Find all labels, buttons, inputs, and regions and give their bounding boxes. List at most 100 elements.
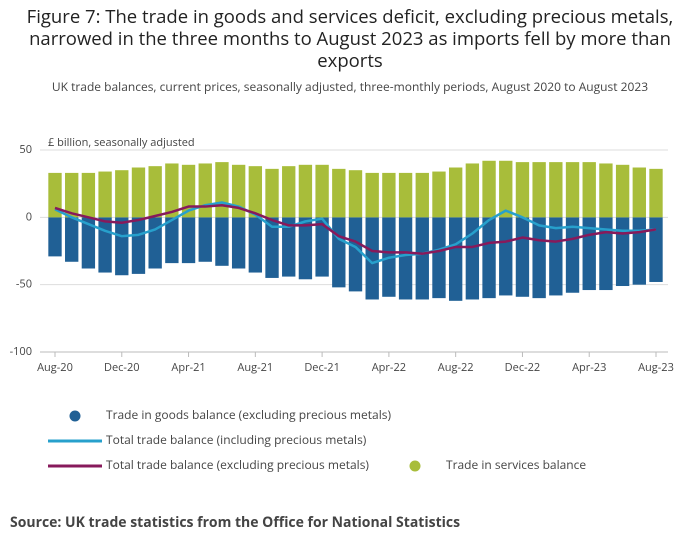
bar [248, 166, 263, 218]
x-tick-label: Aug-21 [237, 360, 273, 375]
bar [482, 160, 496, 218]
bar [231, 164, 246, 218]
bar [499, 217, 513, 296]
bar [165, 217, 179, 264]
y-tick-label: -100 [10, 344, 32, 359]
bar [415, 172, 429, 218]
bar [282, 217, 296, 277]
bar [565, 162, 580, 218]
bar [415, 217, 429, 300]
legend-item: Trade in services balance [409, 456, 586, 473]
bar [282, 166, 296, 218]
bar [165, 163, 179, 218]
bar [332, 168, 346, 218]
x-tick-label: Aug-20 [37, 360, 73, 375]
x-tick-label: Apr-21 [171, 360, 205, 375]
bar [81, 172, 96, 218]
chart-title: Figure 7: The trade in goods and service… [26, 4, 674, 73]
bar [549, 217, 563, 296]
bar [465, 217, 480, 300]
bar [115, 170, 129, 218]
bar [465, 163, 480, 218]
bar [515, 162, 530, 218]
bar [398, 217, 413, 300]
bar [181, 217, 196, 264]
legend-label: Total trade balance (including precious … [106, 431, 367, 448]
bar [348, 170, 363, 218]
legend-item: Total trade balance (including precious … [48, 431, 367, 448]
bar [632, 217, 646, 285]
bar [499, 160, 513, 218]
bar [565, 217, 580, 293]
y-axis-label: £ billion, seasonally adjusted [48, 135, 195, 150]
bar [365, 172, 379, 218]
bar [382, 172, 396, 218]
y-tick-label: -50 [16, 277, 32, 292]
bar [81, 217, 96, 269]
bar [632, 167, 646, 218]
bar [532, 217, 546, 299]
bar [448, 167, 463, 218]
bar [248, 217, 263, 273]
bar [131, 217, 146, 274]
legend-label: Total trade balance (excluding precious … [106, 456, 369, 473]
bar [148, 166, 162, 218]
bar [181, 164, 196, 218]
legend-item: Total trade balance (excluding precious … [48, 456, 369, 473]
bar [432, 171, 446, 218]
bar [448, 217, 463, 301]
legend-label: Trade in goods balance (excluding precio… [106, 406, 391, 423]
bar [298, 164, 313, 218]
x-tick-label: Aug-22 [438, 360, 474, 375]
y-tick-label: 50 [19, 142, 32, 157]
legend-swatch [409, 460, 421, 472]
bar [265, 217, 279, 278]
bar [515, 217, 530, 297]
legend-label: Trade in services balance [446, 456, 586, 473]
bar [315, 164, 329, 218]
x-tick-label: Dec-21 [304, 360, 340, 375]
bar [265, 168, 279, 218]
bar [148, 217, 162, 269]
bar [231, 217, 246, 269]
bar [482, 217, 496, 299]
bar [215, 162, 229, 218]
bar [582, 162, 596, 218]
bar [398, 172, 413, 218]
bar [332, 217, 346, 288]
x-tick-label: Apr-23 [572, 360, 606, 375]
bar [432, 217, 446, 299]
bar [65, 217, 79, 262]
bar [649, 168, 663, 218]
bar [48, 217, 62, 257]
x-tick-label: Dec-20 [104, 360, 140, 375]
x-tick-label: Apr-22 [372, 360, 406, 375]
legend-swatch [69, 410, 81, 422]
bar [215, 217, 229, 266]
line [54, 201, 657, 265]
bar [532, 162, 546, 218]
bar [365, 217, 379, 300]
bar [198, 163, 212, 218]
bar [298, 217, 313, 280]
bar [649, 217, 663, 282]
bar [115, 217, 129, 276]
bar [48, 172, 62, 218]
bar [98, 217, 112, 273]
source: Source: UK trade statistics from the Off… [10, 513, 461, 532]
y-tick-label: 0 [26, 209, 32, 224]
bar [549, 162, 563, 218]
bar [615, 217, 630, 287]
bar [65, 172, 79, 218]
legend-item: Trade in goods balance (excluding precio… [69, 406, 391, 423]
chart-subtitle: UK trade balances, current prices, seaso… [51, 78, 649, 95]
bar [348, 217, 363, 292]
bar [599, 217, 613, 291]
bar [131, 167, 146, 218]
bar [315, 217, 329, 277]
bar [198, 217, 212, 262]
bar [615, 164, 630, 218]
bar [98, 171, 112, 218]
